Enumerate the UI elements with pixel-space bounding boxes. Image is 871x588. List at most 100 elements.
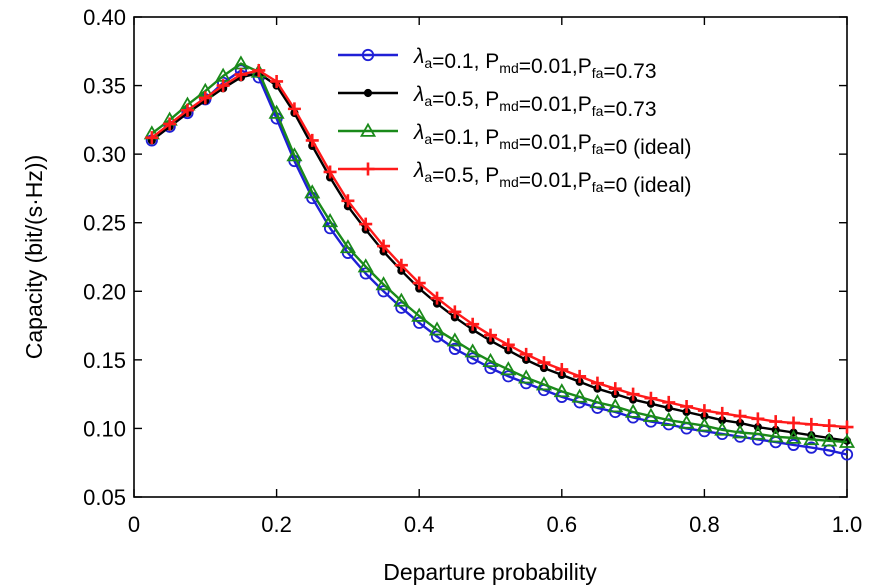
legend-marker: [363, 88, 373, 98]
legend-entry-2: λa=0.5, Pmd=0.01,Pfa=0.73: [338, 83, 657, 121]
legend-label: λa=0.1, Pmd=0.01,Pfa=0.73: [413, 45, 657, 83]
y-tick-label: 0.30: [83, 142, 126, 167]
data-point: [573, 369, 587, 383]
data-point: [287, 102, 301, 116]
data-point: [715, 406, 729, 420]
data-point: [644, 391, 658, 405]
data-point: [822, 419, 836, 433]
data-point: [216, 79, 230, 93]
series-layer: [143, 55, 856, 461]
data-point: [375, 276, 392, 291]
data-point: [323, 165, 337, 179]
data-point: [430, 330, 444, 343]
data-point: [553, 383, 570, 398]
data-point: [484, 361, 497, 375]
data-point: [377, 285, 390, 298]
data-point: [840, 448, 854, 461]
data-point: [464, 343, 481, 358]
data-point: [787, 438, 800, 451]
data-point: [502, 370, 515, 383]
data-point: [448, 342, 461, 355]
data-point: [304, 184, 321, 199]
data-point: [838, 433, 856, 448]
series-3: [143, 55, 856, 448]
series-4: [145, 63, 854, 434]
x-tick-label: 0: [128, 512, 140, 537]
x-axis: 0 0.2 0.4 0.6 0.8 1.0: [128, 17, 862, 537]
data-point: [660, 411, 677, 426]
data-point: [341, 194, 355, 208]
data-point: [484, 328, 497, 342]
data-point: [393, 292, 410, 307]
data-point: [518, 369, 535, 384]
data-point: [305, 133, 319, 147]
data-point: [180, 103, 194, 117]
data-point: [482, 352, 499, 368]
data-point: [662, 395, 676, 409]
data-point: [680, 399, 694, 413]
data-point: [749, 425, 766, 440]
data-point: [339, 239, 356, 254]
data-point: [448, 305, 462, 319]
data-point: [357, 258, 374, 273]
y-axis-label: Capacity (bit/(s·Hz)): [21, 155, 47, 359]
x-tick-label: 0.8: [689, 512, 720, 537]
data-point: [714, 421, 731, 436]
legend-label: λa=0.5, Pmd=0.01,Pfa=0.73: [413, 83, 657, 121]
data-point: [803, 431, 820, 446]
data-point: [625, 403, 642, 418]
data-point: [519, 347, 533, 361]
data-point: [555, 362, 569, 376]
legend-entry-4: λa=0.5, Pmd=0.01,Pfa=0 (ideal): [338, 159, 692, 197]
legend-label: λa=0.5, Pmd=0.01,Pfa=0 (ideal): [413, 159, 692, 197]
data-point: [359, 217, 373, 231]
data-point: [696, 417, 713, 432]
data-point: [377, 239, 391, 253]
data-point: [145, 131, 159, 145]
data-point: [466, 317, 480, 331]
data-point: [428, 321, 446, 336]
data-point: [678, 414, 695, 429]
y-tick-label: 0.20: [83, 279, 126, 304]
data-point: [252, 63, 266, 77]
data-point: [286, 147, 303, 162]
data-point: [411, 307, 428, 322]
y-tick-label: 0.15: [83, 348, 126, 373]
data-point: [163, 117, 177, 131]
data-point: [446, 332, 463, 347]
y-tick-label: 0.10: [83, 416, 126, 441]
legend-marker: [359, 122, 377, 137]
data-point: [805, 441, 818, 454]
data-point: [590, 376, 604, 390]
data-point: [821, 432, 838, 447]
legend-entry-3: λa=0.1, Pmd=0.01,Pfa=0 (ideal): [338, 121, 692, 159]
series-line: [151, 69, 848, 429]
data-point: [840, 420, 854, 434]
legend-marker: [361, 162, 375, 176]
data-point: [535, 376, 553, 391]
x-tick-label: 0.6: [547, 512, 578, 537]
data-point: [430, 291, 444, 305]
data-point: [571, 388, 588, 403]
y-tick-label: 0.35: [83, 74, 126, 99]
plot-area: [133, 16, 848, 498]
x-axis-label: Departure probability: [383, 559, 597, 585]
data-point: [751, 412, 765, 426]
data-point: [270, 74, 284, 88]
data-point: [413, 316, 426, 329]
data-point: [785, 429, 802, 444]
data-point: [642, 407, 659, 422]
data-point: [607, 398, 624, 413]
x-tick-label: 0.2: [261, 512, 292, 537]
data-point: [412, 276, 426, 290]
data-point: [769, 415, 783, 429]
data-point: [767, 428, 784, 443]
y-tick-label: 0.05: [83, 485, 126, 510]
data-point: [501, 338, 515, 352]
data-point: [626, 387, 640, 401]
data-point: [537, 356, 551, 370]
data-point: [234, 68, 248, 82]
data-point: [394, 258, 408, 272]
data-point: [608, 382, 622, 396]
